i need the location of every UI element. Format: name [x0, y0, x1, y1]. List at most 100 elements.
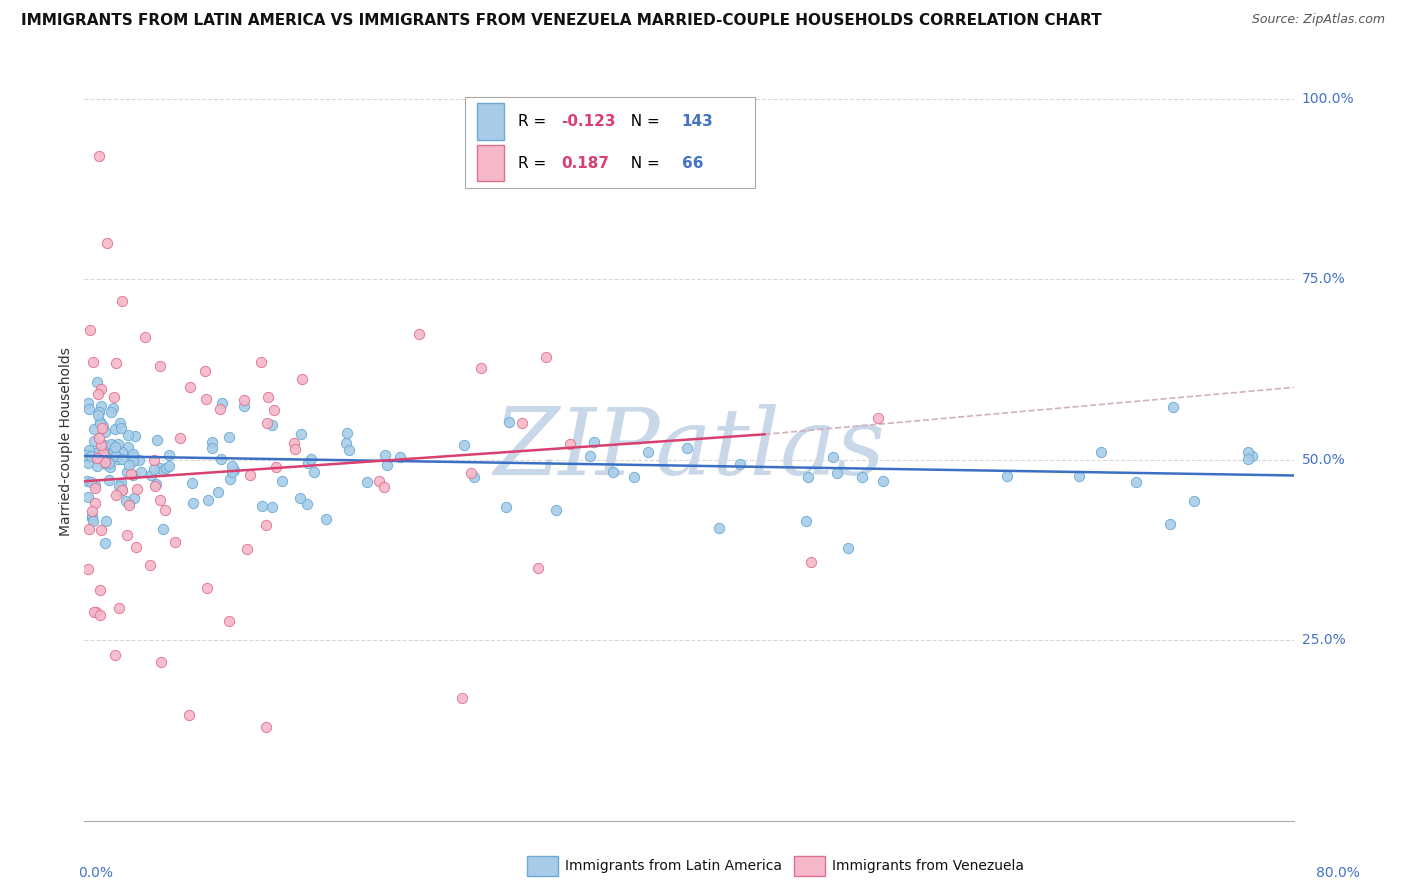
- Point: [94, 455, 117, 469]
- Text: 143: 143: [682, 114, 713, 129]
- Point: [89, 415, 111, 429]
- Point: [90, 382, 112, 396]
- Point: [221, 465, 243, 479]
- Point: [221, 458, 243, 473]
- Point: [290, 426, 312, 441]
- Point: [866, 411, 889, 425]
- Point: [103, 444, 125, 458]
- Point: [637, 445, 659, 459]
- Point: [90, 421, 112, 435]
- Point: [143, 452, 166, 467]
- Point: [94, 458, 117, 472]
- Point: [83, 434, 105, 449]
- Point: [104, 488, 127, 502]
- Point: [335, 435, 357, 450]
- Point: [89, 582, 111, 597]
- Point: [263, 403, 285, 417]
- Point: [534, 350, 557, 364]
- Point: [115, 493, 138, 508]
- Point: [262, 417, 284, 432]
- Point: [94, 454, 117, 468]
- Point: [153, 503, 176, 517]
- Point: [451, 690, 474, 705]
- Point: [100, 405, 122, 419]
- Point: [1182, 494, 1205, 508]
- Point: [209, 451, 232, 466]
- Point: [118, 498, 141, 512]
- Point: [1161, 400, 1184, 414]
- Point: [86, 375, 108, 389]
- Point: [1159, 516, 1181, 531]
- Point: [374, 448, 396, 462]
- Point: [120, 467, 142, 481]
- Text: R =: R =: [519, 156, 551, 170]
- Point: [463, 469, 485, 483]
- Point: [821, 450, 844, 464]
- Point: [291, 372, 314, 386]
- Point: [87, 405, 110, 419]
- Point: [157, 448, 180, 462]
- Point: [851, 470, 873, 484]
- Point: [110, 476, 132, 491]
- Point: [86, 450, 108, 465]
- Point: [250, 499, 273, 513]
- Point: [101, 401, 124, 415]
- Point: [623, 470, 645, 484]
- Point: [453, 438, 475, 452]
- Point: [1069, 468, 1091, 483]
- Point: [98, 456, 121, 470]
- Point: [93, 449, 115, 463]
- Text: 25.0%: 25.0%: [1302, 633, 1346, 647]
- Point: [356, 475, 378, 490]
- Point: [94, 454, 117, 468]
- Point: [546, 502, 568, 516]
- Point: [143, 479, 166, 493]
- Point: [218, 430, 240, 444]
- Point: [794, 514, 817, 528]
- Point: [77, 522, 100, 536]
- Point: [89, 431, 111, 445]
- Point: [527, 561, 550, 575]
- Point: [77, 401, 100, 416]
- Point: [837, 541, 859, 555]
- Point: [103, 390, 125, 404]
- FancyBboxPatch shape: [478, 145, 503, 181]
- Point: [408, 326, 430, 341]
- Point: [163, 535, 186, 549]
- Point: [825, 466, 848, 480]
- Point: [101, 446, 124, 460]
- Point: [118, 496, 141, 510]
- Point: [169, 431, 191, 445]
- Point: [96, 439, 118, 453]
- Point: [87, 387, 110, 401]
- Point: [218, 614, 240, 628]
- Point: [297, 456, 319, 470]
- Point: [80, 509, 103, 524]
- Point: [107, 452, 129, 467]
- Point: [76, 491, 98, 505]
- Point: [84, 481, 107, 495]
- Point: [108, 601, 131, 615]
- Point: [578, 449, 600, 463]
- Point: [796, 470, 818, 484]
- Point: [111, 451, 134, 466]
- Point: [89, 149, 111, 163]
- Point: [77, 396, 100, 410]
- Point: [271, 475, 294, 489]
- Point: [87, 444, 110, 458]
- Point: [122, 454, 145, 468]
- Point: [470, 361, 492, 376]
- Text: -0.123: -0.123: [561, 114, 616, 129]
- Point: [128, 453, 150, 467]
- Point: [104, 422, 127, 436]
- Text: 75.0%: 75.0%: [1302, 272, 1346, 286]
- Text: IMMIGRANTS FROM LATIN AMERICA VS IMMIGRANTS FROM VENEZUELA MARRIED-COUPLE HOUSEH: IMMIGRANTS FROM LATIN AMERICA VS IMMIGRA…: [21, 13, 1102, 29]
- Point: [115, 465, 138, 479]
- Point: [90, 437, 112, 451]
- Point: [1241, 449, 1264, 463]
- Point: [222, 463, 245, 477]
- Point: [233, 399, 256, 413]
- Point: [194, 392, 217, 407]
- Point: [675, 441, 697, 455]
- Point: [84, 446, 107, 460]
